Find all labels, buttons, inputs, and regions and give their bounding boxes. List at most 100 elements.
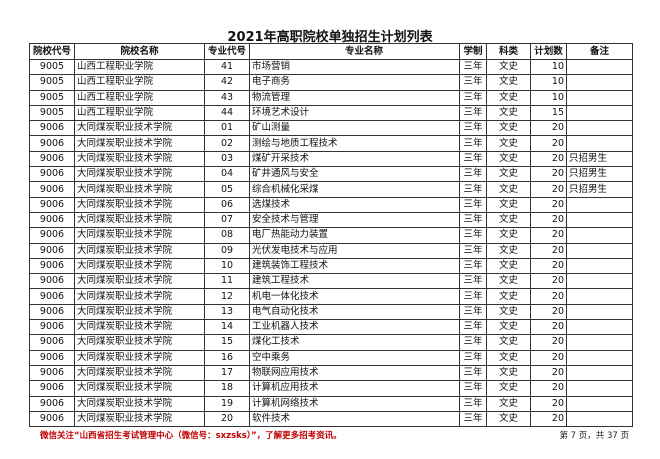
cell-plan-count: 20: [530, 303, 567, 321]
cell-school-code: 9006: [29, 395, 75, 412]
cell-plan-count: 20: [530, 364, 567, 382]
cell-remarks: [566, 364, 633, 382]
cell-school-name: 大同煤炭职业技术学院: [74, 257, 205, 275]
cell-school-code: 9006: [29, 319, 75, 336]
cell-remarks: [566, 196, 633, 213]
cell-plan-count: 20: [530, 135, 567, 152]
cell-remarks: [566, 104, 633, 122]
cell-school-code: 9005: [29, 58, 75, 76]
cell-duration: 三年: [459, 227, 487, 244]
cell-major-code: 12: [204, 288, 250, 305]
cell-school-name: 大同煤炭职业技术学院: [74, 181, 205, 198]
cell-remarks: 只招男生: [566, 150, 633, 168]
cell-duration: 三年: [459, 380, 487, 397]
cell-category: 文史: [486, 58, 531, 76]
cell-category: 文史: [486, 227, 531, 244]
cell-remarks: [566, 135, 633, 152]
cell-school-name: 大同煤炭职业技术学院: [74, 410, 205, 428]
cell-school-code: 9006: [29, 288, 75, 305]
cell-plan-count: 20: [530, 288, 567, 305]
cell-school-code: 9006: [29, 242, 75, 259]
cell-plan-count: 20: [530, 395, 567, 412]
cell-school-name: 大同煤炭职业技术学院: [74, 395, 205, 412]
cell-major-code: 05: [204, 181, 250, 198]
cell-school-name: 大同煤炭职业技术学院: [74, 380, 205, 397]
table-row: 9005 山西工程职业学院 43 物流管理 三年 文史 10: [29, 89, 633, 106]
cell-category: 文史: [486, 211, 531, 229]
cell-school-name: 山西工程职业学院: [74, 104, 205, 122]
cell-duration: 三年: [459, 196, 487, 213]
cell-duration: 三年: [459, 410, 487, 428]
cell-major-code: 18: [204, 380, 250, 397]
cell-duration: 三年: [459, 242, 487, 259]
cell-school-name: 大同煤炭职业技术学院: [74, 196, 205, 213]
cell-school-name: 山西工程职业学院: [74, 58, 205, 76]
cell-major-name: 矿井通风与安全: [249, 166, 460, 183]
table-row: 9006 大同煤炭职业技术学院 18 计算机应用技术 三年 文史 20: [29, 380, 633, 397]
table-row: 9006 大同煤炭职业技术学院 17 物联网应用技术 三年 文史 20: [29, 364, 633, 382]
cell-school-name: 大同煤炭职业技术学院: [74, 334, 205, 351]
cell-major-code: 16: [204, 349, 250, 366]
cell-school-code: 9006: [29, 349, 75, 366]
cell-plan-count: 10: [530, 74, 567, 91]
cell-major-code: 08: [204, 227, 250, 244]
cell-school-code: 9006: [29, 410, 75, 428]
cell-major-code: 13: [204, 303, 250, 321]
cell-major-code: 15: [204, 334, 250, 351]
cell-duration: 三年: [459, 104, 487, 122]
cell-school-code: 9006: [29, 150, 75, 168]
cell-major-code: 06: [204, 196, 250, 213]
cell-school-code: 9006: [29, 181, 75, 198]
cell-duration: 三年: [459, 135, 487, 152]
cell-duration: 三年: [459, 120, 487, 137]
cell-major-name: 安全技术与管理: [249, 211, 460, 229]
cell-duration: 三年: [459, 395, 487, 412]
table-row: 9006 大同煤炭职业技术学院 11 建筑工程技术 三年 文史 20: [29, 273, 633, 290]
cell-category: 文史: [486, 349, 531, 366]
table-row: 9005 山西工程职业学院 41 市场营销 三年 文史 10: [29, 58, 633, 76]
cell-remarks: [566, 273, 633, 290]
cell-school-name: 大同煤炭职业技术学院: [74, 242, 205, 259]
cell-school-name: 大同煤炭职业技术学院: [74, 364, 205, 382]
cell-category: 文史: [486, 104, 531, 122]
page-number: 第 7 页，共 37 页: [559, 431, 629, 441]
cell-major-code: 02: [204, 135, 250, 152]
cell-plan-count: 20: [530, 349, 567, 366]
cell-major-name: 空中乘务: [249, 349, 460, 366]
cell-category: 文史: [486, 89, 531, 106]
cell-category: 文史: [486, 257, 531, 275]
cell-plan-count: 20: [530, 380, 567, 397]
cell-duration: 三年: [459, 181, 487, 198]
cell-category: 文史: [486, 380, 531, 397]
cell-category: 文史: [486, 242, 531, 259]
cell-school-name: 山西工程职业学院: [74, 89, 205, 106]
cell-school-code: 9006: [29, 257, 75, 275]
cell-major-code: 42: [204, 74, 250, 91]
cell-school-code: 9006: [29, 166, 75, 183]
table-row: 9006 大同煤炭职业技术学院 20 软件技术 三年 文史 20: [29, 410, 633, 428]
table-row: 9005 山西工程职业学院 42 电子商务 三年 文史 10: [29, 74, 633, 91]
table-row: 9006 大同煤炭职业技术学院 05 综合机械化采煤 三年 文史 20 只招男生: [29, 181, 633, 198]
cell-school-name: 大同煤炭职业技术学院: [74, 135, 205, 152]
cell-remarks: [566, 380, 633, 397]
cell-major-name: 光伏发电技术与应用: [249, 242, 460, 259]
cell-remarks: [566, 410, 633, 428]
cell-remarks: [566, 211, 633, 229]
cell-plan-count: 20: [530, 273, 567, 290]
cell-school-name: 大同煤炭职业技术学院: [74, 288, 205, 305]
cell-major-name: 建筑工程技术: [249, 273, 460, 290]
table-row: 9006 大同煤炭职业技术学院 01 矿山测量 三年 文史 20: [29, 120, 633, 137]
cell-plan-count: 20: [530, 196, 567, 213]
cell-category: 文史: [486, 288, 531, 305]
header-category: 科类: [486, 43, 531, 60]
cell-major-name: 计算机网络技术: [249, 395, 460, 412]
cell-plan-count: 20: [530, 120, 567, 137]
cell-category: 文史: [486, 364, 531, 382]
wechat-notice: 微信关注“山西省招生考试管理中心（微信号：sxzsks）”，了解更多招考资讯。: [40, 431, 342, 441]
cell-duration: 三年: [459, 349, 487, 366]
cell-category: 文史: [486, 319, 531, 336]
cell-school-code: 9006: [29, 273, 75, 290]
header-major-code: 专业代号: [204, 43, 250, 60]
table-row: 9006 大同煤炭职业技术学院 16 空中乘务 三年 文史 20: [29, 349, 633, 366]
cell-duration: 三年: [459, 319, 487, 336]
